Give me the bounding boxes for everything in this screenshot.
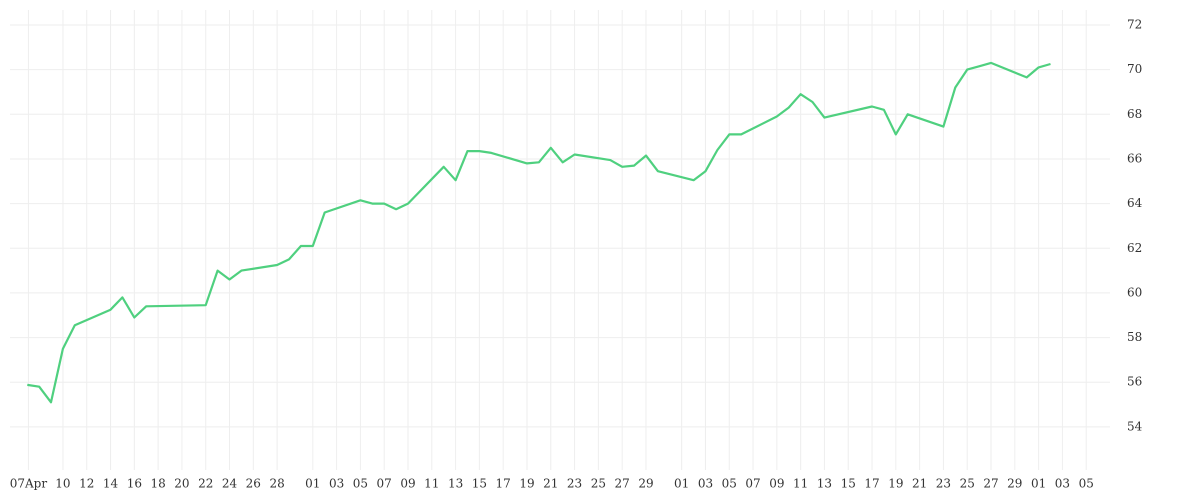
x-tick-label: 26	[246, 477, 261, 491]
y-tick-label: 54	[1127, 419, 1143, 433]
y-tick-label: 72	[1127, 17, 1142, 31]
x-tick-label: 21	[543, 477, 558, 491]
x-tick-label: 01	[1031, 477, 1046, 491]
y-tick-label: 66	[1127, 151, 1142, 165]
x-tick-label: 07Apr	[10, 477, 48, 491]
x-tick-label: 14	[103, 477, 119, 491]
x-tick-label: 17	[864, 477, 879, 491]
x-tick-label: 11	[424, 477, 439, 491]
y-tick-label: 56	[1127, 375, 1142, 389]
price-line	[27, 61, 1051, 404]
x-tick-label: 17	[496, 477, 511, 491]
x-tick-label: 22	[198, 477, 213, 491]
x-tick-label: 03	[698, 477, 713, 491]
x-tick-label: 27	[615, 477, 630, 491]
x-tick-label: 19	[519, 477, 534, 491]
y-tick-label: 60	[1127, 285, 1142, 299]
x-tick-label: 09	[400, 477, 415, 491]
x-tick-label: 05	[722, 477, 737, 491]
x-tick-label: 23	[936, 477, 951, 491]
x-tick-label: 16	[127, 477, 142, 491]
x-tick-label: 15	[472, 477, 487, 491]
x-tick-label: 01	[674, 477, 689, 491]
x-tick-label: 07	[377, 477, 392, 491]
x-tick-label: 10	[55, 477, 70, 491]
y-tick-label: 64	[1127, 196, 1143, 210]
x-tick-label: 29	[1007, 477, 1022, 491]
x-tick-label: 27	[983, 477, 998, 491]
x-tick-label: 25	[960, 477, 975, 491]
x-tick-label: 15	[841, 477, 856, 491]
x-tick-label: 24	[222, 477, 238, 491]
x-tick-label: 21	[912, 477, 927, 491]
x-tick-label: 05	[1079, 477, 1094, 491]
x-tick-label: 19	[888, 477, 903, 491]
x-tick-label: 20	[174, 477, 189, 491]
x-tick-label: 12	[79, 477, 94, 491]
x-tick-label: 23	[567, 477, 582, 491]
x-tick-label: 05	[353, 477, 368, 491]
x-tick-label: 09	[769, 477, 784, 491]
x-tick-label: 18	[150, 477, 165, 491]
x-tick-label: 29	[638, 477, 653, 491]
x-tick-label: 25	[591, 477, 606, 491]
x-tick-label: 07	[745, 477, 760, 491]
x-tick-label: 28	[269, 477, 284, 491]
x-tick-label: 13	[448, 477, 463, 491]
y-tick-label: 62	[1127, 241, 1142, 255]
x-tick-label: 11	[793, 477, 808, 491]
x-tick-label: 01	[305, 477, 320, 491]
y-tick-label: 68	[1127, 107, 1142, 121]
x-tick-label: 03	[1055, 477, 1070, 491]
x-tick-label: 03	[329, 477, 344, 491]
y-tick-label: 70	[1127, 62, 1142, 76]
x-tick-label: 13	[817, 477, 832, 491]
y-tick-label: 58	[1127, 330, 1142, 344]
